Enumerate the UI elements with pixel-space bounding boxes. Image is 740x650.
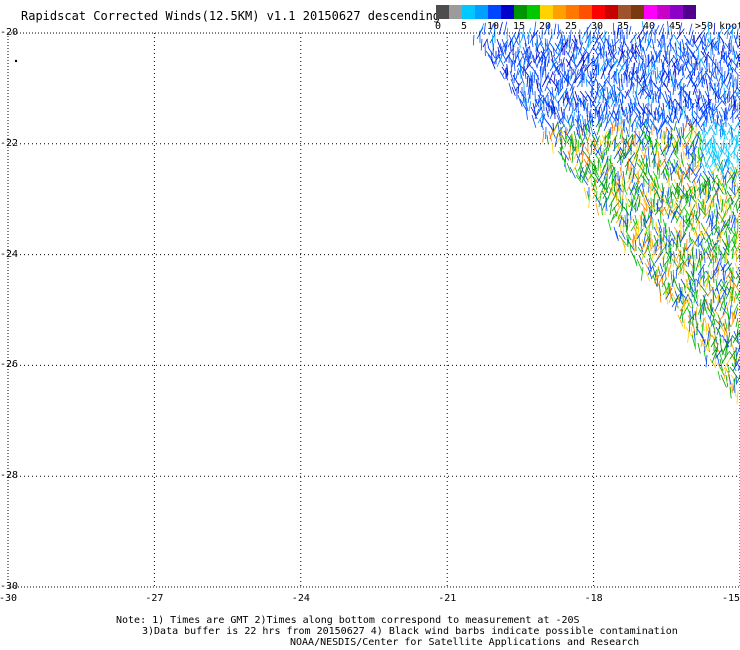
- colorbar-label: 20: [539, 21, 552, 32]
- colorbar-swatch: [644, 5, 657, 19]
- colorbar-label: 10: [487, 21, 500, 32]
- colorbar-swatch: [475, 5, 488, 19]
- colorbar-swatch: [579, 5, 592, 19]
- colorbar-label: >50 knots: [695, 21, 740, 32]
- colorbar-label: 45: [669, 21, 682, 32]
- map-dot: [14, 59, 18, 63]
- note-line-1: Note: 1) Times are GMT 2)Times along bot…: [116, 615, 580, 626]
- colorbar-swatch: [605, 5, 618, 19]
- latitude-tick-label: -22: [0, 137, 19, 149]
- colorbar-swatch: [683, 5, 696, 19]
- latitude-tick-label: -30: [0, 581, 19, 592]
- colorbar-swatch: [592, 5, 605, 19]
- colorbar-swatch: [514, 5, 527, 19]
- longitude-tick-label: -15: [722, 593, 740, 604]
- colorbar-label: 40: [643, 21, 656, 32]
- latitude-tick-label: -24: [0, 248, 19, 260]
- grid-lines: [8, 33, 740, 587]
- longitude-tick-label: -24: [291, 593, 310, 604]
- colorbar-swatch: [670, 5, 683, 19]
- latitude-tick-label: -20: [0, 27, 19, 38]
- longitude-tick-label: -27: [145, 593, 164, 604]
- colorbar-swatch: [436, 5, 449, 19]
- latitude-tick-label: -28: [0, 470, 19, 482]
- colorbar-label: 0: [435, 21, 442, 32]
- plot-frame: [7, 32, 740, 588]
- latitude-tick-label: -26: [0, 359, 19, 371]
- longitude-tick-label: -18: [584, 593, 603, 604]
- colorbar-swatch: [540, 5, 553, 19]
- colorbar-swatch: [488, 5, 501, 19]
- note-line-3: NOAA/NESDIS/Center for Satellite Applica…: [290, 637, 640, 648]
- colorbar-swatch: [631, 5, 644, 19]
- note-line-2: 3)Data buffer is 22 hrs from 20150627 4)…: [142, 626, 678, 637]
- colorbar-label: 30: [591, 21, 604, 32]
- colorbar-swatch: [501, 5, 514, 19]
- colorbar-label: 5: [461, 21, 468, 32]
- colorbar-swatch: [449, 5, 462, 19]
- colorbar-label: 35: [617, 21, 630, 32]
- longitude-tick-label: -21: [438, 593, 457, 604]
- wind-swath: [14, 21, 740, 404]
- colorbar-label: 15: [513, 21, 526, 32]
- colorbar-swatch: [657, 5, 670, 19]
- colorbar-swatch: [527, 5, 540, 19]
- colorbar-swatch: [618, 5, 631, 19]
- colorbar-label: 25: [565, 21, 578, 32]
- colorbar-swatch: [462, 5, 475, 19]
- colorbar-swatch: [566, 5, 579, 19]
- colorbar-swatch: [553, 5, 566, 19]
- map-title: Rapidscat Corrected Winds(12.5KM) v1.1 2…: [21, 9, 441, 23]
- longitude-tick-label: -30: [0, 593, 18, 604]
